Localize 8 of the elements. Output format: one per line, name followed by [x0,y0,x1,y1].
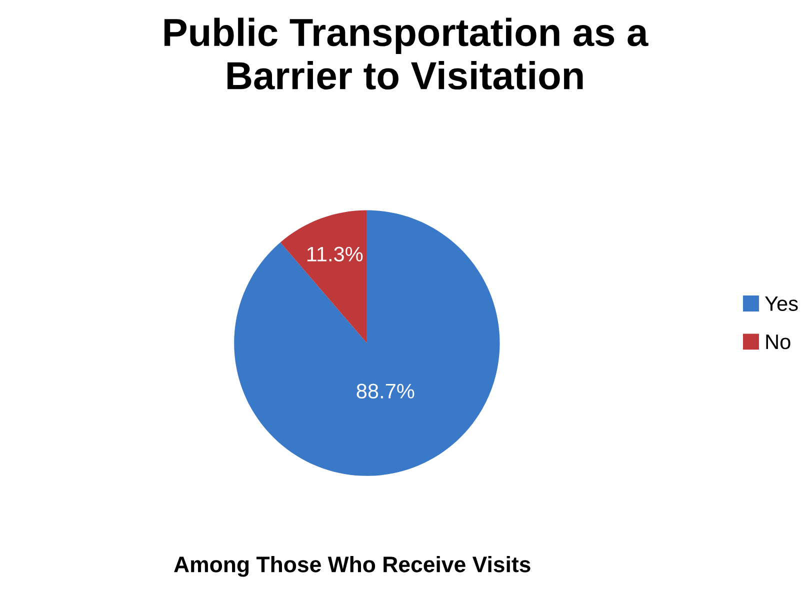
pie-slice [280,210,367,344]
data-label: 11.3% [307,246,363,262]
pie-slice [234,210,500,476]
chart-title: Public Transportation as a Barrier to Visitation [164,18,648,90]
legend-label: Yes [764,296,798,312]
legend-label: No [766,334,790,350]
text: Among Those Who Receive Visits [174,556,530,577]
data-label: 88.7% [356,384,414,398]
